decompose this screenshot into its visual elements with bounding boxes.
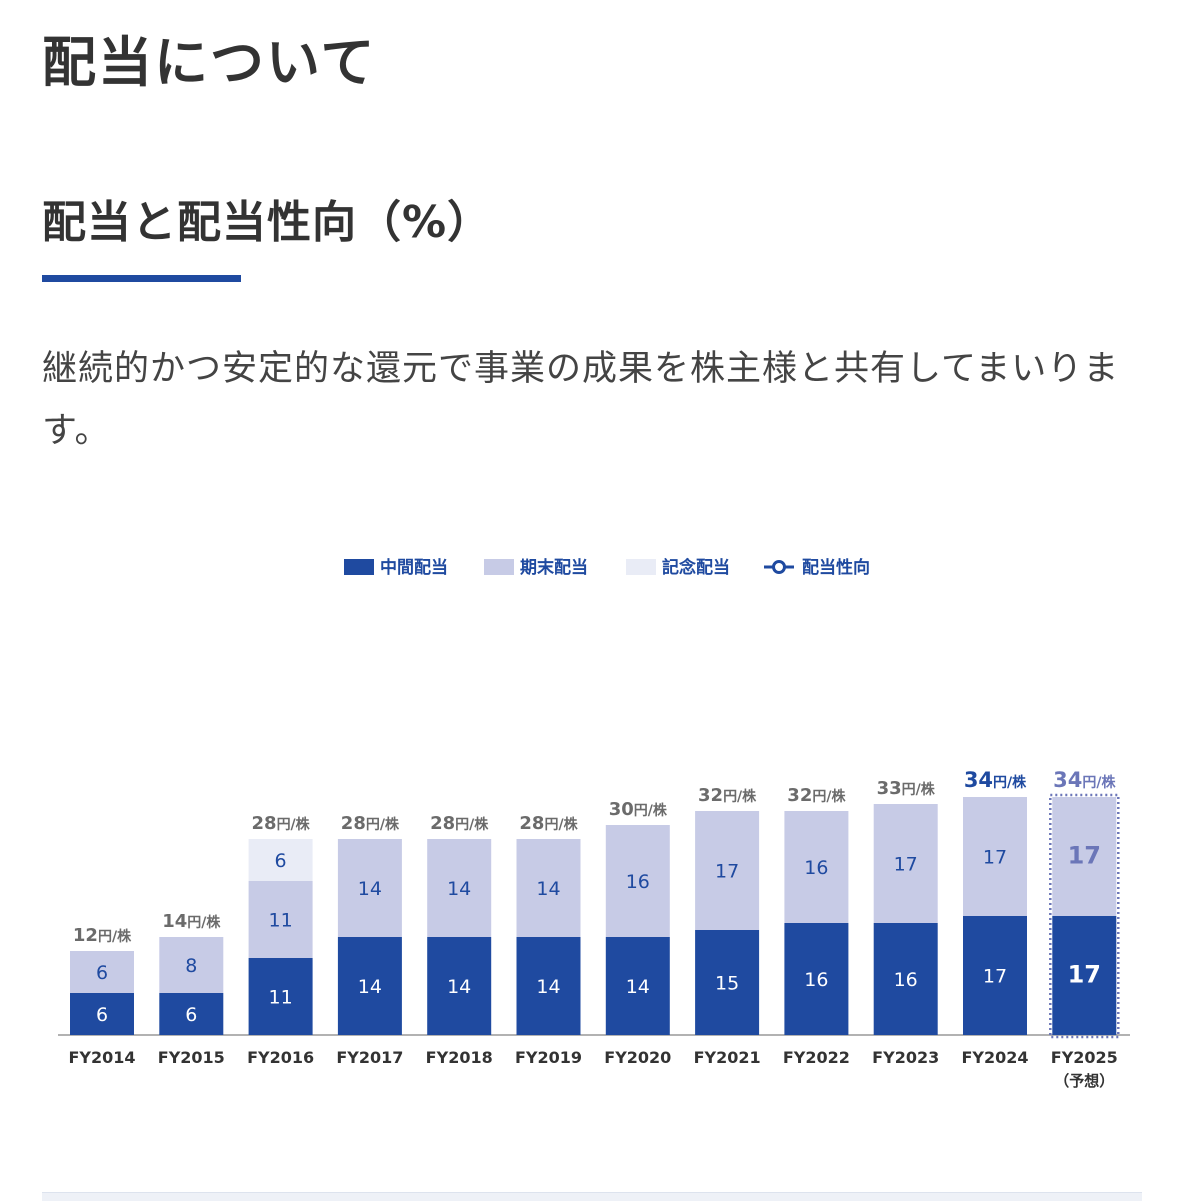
- bar-interim: [337, 937, 402, 1035]
- bar-year-end: [70, 951, 134, 993]
- bar-value-year-end: 14: [447, 878, 471, 900]
- bar-interim: [248, 958, 313, 1035]
- bar-interim: [516, 937, 581, 1035]
- bar-total-label: 34円/株: [964, 768, 1027, 792]
- dividend-chart: 中間配当 期末配当 記念配当 配当性向 6 6 12円/株 FY2014 6 8 14円/株 FY20…: [58, 557, 1130, 1090]
- bar-value-interim: 14: [536, 976, 560, 998]
- x-tick-label: FY2018: [426, 1048, 493, 1067]
- bar-year-end: [427, 839, 492, 937]
- bar-year-end: [1052, 797, 1117, 916]
- bar-year-end: [605, 825, 670, 937]
- bar-total-label: 32円/株: [698, 785, 757, 806]
- x-tick-label: FY2025: [1051, 1048, 1118, 1067]
- bar-total-label: 30円/株: [609, 799, 668, 820]
- page-title: 配当について: [42, 31, 377, 94]
- bar-value-commemorative: 6: [275, 850, 287, 872]
- x-tick-label: FY2020: [604, 1048, 671, 1067]
- bar-year-end: [248, 881, 313, 958]
- x-tick-label: FY2019: [515, 1048, 582, 1067]
- bar-interim: [784, 923, 849, 1035]
- bar-value-year-end: 8: [185, 955, 197, 977]
- bar-year-end: [784, 811, 849, 923]
- bar-year-end: [516, 839, 581, 937]
- bar-total-label: 28円/株: [252, 813, 311, 834]
- bar-commemorative: [248, 839, 313, 881]
- x-tick-label: FY2014: [68, 1048, 135, 1067]
- bar-value-year-end: 14: [358, 878, 382, 900]
- bar-value-year-end: 17: [894, 854, 918, 876]
- bar-value-interim: 15: [715, 973, 739, 995]
- section-title: 配当と配当性向（%）: [42, 197, 493, 248]
- legend-swatch-year-end: [484, 559, 514, 575]
- legend-label: 中間配当: [380, 557, 448, 578]
- x-tick-label: FY2016: [247, 1048, 314, 1067]
- legend-marker: [772, 560, 786, 574]
- bar-year-end: [337, 839, 402, 937]
- bar-value-year-end: 14: [536, 878, 560, 900]
- title-underline: [42, 275, 241, 282]
- x-tick-label: FY2024: [961, 1048, 1028, 1067]
- bar-year-end: [159, 937, 224, 993]
- bar-value-interim: 14: [358, 976, 382, 998]
- bar-total-label: 12円/株: [73, 925, 132, 946]
- bar-value-interim: 14: [447, 976, 471, 998]
- x-tick-label: FY2017: [336, 1048, 403, 1067]
- bar-interim: [963, 916, 1027, 1035]
- bar-total-label: 34円/株: [1053, 768, 1116, 792]
- bar-interim: [605, 937, 670, 1035]
- x-tick-label: FY2021: [694, 1048, 761, 1067]
- bar-interim: [1052, 916, 1117, 1035]
- bar-value-interim: 6: [185, 1004, 197, 1026]
- bar-total-label: 33円/株: [877, 778, 936, 799]
- bar-interim: [427, 937, 492, 1035]
- x-tick-label: FY2022: [783, 1048, 850, 1067]
- legend-label: 期末配当: [520, 557, 588, 578]
- x-tick-note: （予想）: [1054, 1072, 1114, 1090]
- bar-value-interim: 16: [804, 969, 828, 991]
- bar-value-year-end: 17: [715, 861, 739, 883]
- bar-interim: [159, 993, 224, 1035]
- bar-interim: [695, 930, 760, 1035]
- legend-label: 記念配当: [662, 557, 730, 578]
- bar-year-end: [873, 804, 938, 923]
- bar-interim: [70, 993, 134, 1035]
- bar-total-label: 28円/株: [430, 813, 489, 834]
- bar-value-interim: 17: [1068, 961, 1101, 989]
- bar-total-label: 32円/株: [787, 785, 846, 806]
- bar-value-year-end: 16: [626, 871, 650, 893]
- bar-total-label: 28円/株: [341, 813, 400, 834]
- bar-value-year-end: 17: [1068, 842, 1101, 870]
- bar-value-year-end: 11: [269, 910, 293, 932]
- bottom-panel-edge: [42, 1192, 1142, 1201]
- bar-total-label: 28円/株: [519, 813, 578, 834]
- legend-swatch-commemorative: [626, 559, 656, 575]
- legend-label: 配当性向: [802, 557, 870, 578]
- x-tick-label: FY2015: [158, 1048, 225, 1067]
- x-tick-label: FY2023: [872, 1048, 939, 1067]
- bar-value-interim: 11: [269, 987, 293, 1009]
- bar-value-year-end: 16: [804, 857, 828, 879]
- bar-total-label: 14円/株: [162, 911, 221, 932]
- bar-value-interim: 17: [983, 966, 1007, 988]
- lead-text: 継続的かつ安定的な還元で事業の成果を株主様と共有してまいります。: [42, 349, 1120, 451]
- bar-value-interim: 6: [96, 1004, 108, 1026]
- bar-year-end: [695, 811, 760, 930]
- bar-interim: [873, 923, 938, 1035]
- bar-year-end: [963, 797, 1027, 916]
- bar-value-interim: 16: [894, 969, 918, 991]
- bar-value-year-end: 17: [983, 847, 1007, 869]
- bar-value-year-end: 6: [96, 962, 108, 984]
- bar-value-interim: 14: [626, 976, 650, 998]
- legend-swatch-interim: [344, 559, 374, 575]
